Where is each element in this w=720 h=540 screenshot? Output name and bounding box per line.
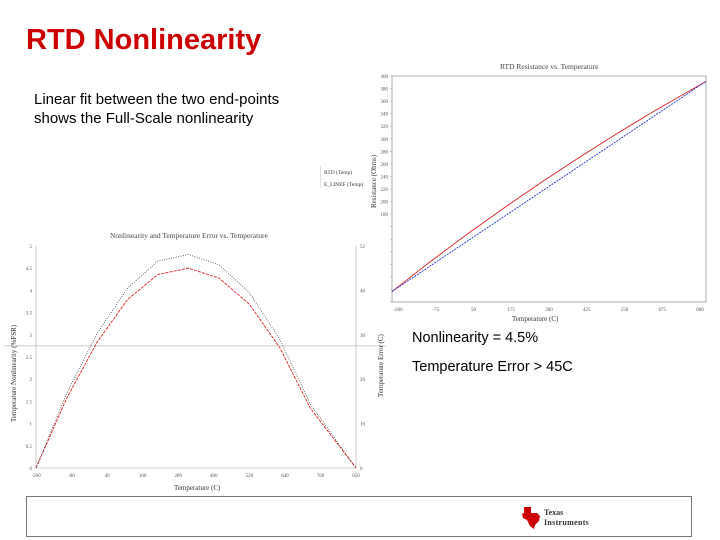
rtd-ytick-label: 340 (381, 113, 389, 118)
rtd-ylabel: Resistance (Ohms) (370, 154, 378, 208)
rtd-series-line (391, 80, 707, 292)
nl-ytick-label: 0 (30, 467, 33, 472)
subtitle-line-2: shows the Full-Scale nonlinearity (34, 110, 254, 127)
nl-y2tick-label: 30 (360, 334, 366, 339)
rtd-ytick-label: 300 (381, 138, 389, 143)
rtd-xlabel: Temperature (C) (512, 315, 559, 323)
slide-subtitle: Linear fit between the two end-points sh… (34, 90, 279, 128)
nl-y2tick-label: 20 (360, 378, 366, 383)
nl-xtick-label: 280 (174, 474, 182, 479)
nl-ytick-label: 3.5 (26, 312, 33, 317)
rtd-xtick-label: 175 (508, 308, 516, 313)
nl-ytick-label: 2.5 (26, 356, 33, 361)
nl-ylabel: Temperature Nonlinearity (%FSR) (10, 324, 18, 422)
temperature-error-stat: Temperature Error > 45C (412, 359, 573, 375)
legend-rtd-label: RTD (Temp) (324, 169, 352, 176)
rtd-ytick-label: 180 (381, 213, 389, 218)
rtd-ytick-label: 260 (381, 163, 389, 168)
nl-ytick-label: 2 (30, 378, 33, 383)
rtd-ytick-label: 380 (381, 88, 389, 93)
rtd-ytick-label: 240 (381, 175, 389, 180)
nl-xtick-label: -200 (31, 474, 41, 479)
nl-xtick-label: -80 (68, 474, 75, 479)
nl-xtick-label: 850 (352, 474, 360, 479)
rtd-ytick-label: 200 (381, 201, 389, 206)
nl-ytick-label: 3 (30, 334, 33, 339)
rtd-xtick-label: 675 (659, 308, 667, 313)
nl-y2label: Temperature Error (C) (377, 333, 385, 397)
nl-chart-title: Nonlinearity and Temperature Error vs. T… (110, 231, 268, 240)
rtd-legend: RTD (Temp) E_LINEF (Temp) (320, 166, 363, 188)
rtd-xtick-label: 300 (545, 308, 553, 313)
rtd-xtick-label: 800 (696, 308, 704, 313)
nl-y2tick-label: 10 (360, 423, 366, 428)
logo-text-line1: Texas (544, 508, 563, 517)
rtd-xtick-label: -200 (393, 308, 403, 313)
nl-y2tick-label: 0 (360, 467, 363, 472)
rtd-ytick-label: 360 (381, 100, 389, 105)
nonlinearity-chart: Nonlinearity and Temperature Error vs. T… (0, 222, 390, 494)
nl-xtick-label: 40 (105, 474, 111, 479)
rtd-ytick-label: 400 (381, 75, 389, 80)
rtd-xtick-label: -75 (432, 308, 439, 313)
texas-instruments-logo: Texas Instruments (522, 507, 589, 529)
nl-xtick-label: 400 (210, 474, 218, 479)
rtd-chart-title: RTD Resistance vs. Temperature (500, 62, 599, 71)
nl-xlabel: Temperature (C) (174, 484, 221, 492)
legend-elinef-label: E_LINEF (Temp) (324, 181, 363, 188)
nl-xtick-label: 520 (246, 474, 254, 479)
nl-ytick-label: 5 (30, 245, 33, 250)
nonlinearity-stat: Nonlinearity = 4.5% (412, 330, 539, 346)
nonlinearity-series-line (35, 267, 357, 469)
rtd-xtick-label: 550 (621, 308, 629, 313)
rtd-ytick-label: 320 (381, 125, 389, 130)
nl-xtick-label: 160 (139, 474, 147, 479)
rtd-xtick-label: 50 (471, 308, 477, 313)
nl-xtick-label: 640 (281, 474, 289, 479)
nl-ytick-label: 1 (30, 423, 33, 428)
rtd-xtick-label: 425 (583, 308, 591, 313)
nl-ytick-label: 0.5 (26, 445, 33, 450)
rtd-ytick-label: 220 (381, 188, 389, 193)
nl-y2tick-label: 52 (360, 245, 366, 250)
nl-ytick-label: 1.5 (26, 400, 33, 405)
nl-ytick-label: 4.5 (26, 267, 33, 272)
texas-state-icon (522, 507, 540, 529)
nl-xtick-label: 760 (317, 474, 325, 479)
subtitle-line-1: Linear fit between the two end-points (34, 91, 280, 108)
slide-title: RTD Nonlinearity (26, 24, 262, 56)
footer-bar (26, 496, 692, 537)
rtd-ytick-label: 280 (381, 150, 389, 155)
temperature-error-series-line (35, 254, 357, 469)
nl-ytick-label: 4 (30, 289, 33, 294)
logo-text-line2: Instruments (544, 518, 589, 527)
nl-y2tick-label: 40 (360, 289, 366, 294)
